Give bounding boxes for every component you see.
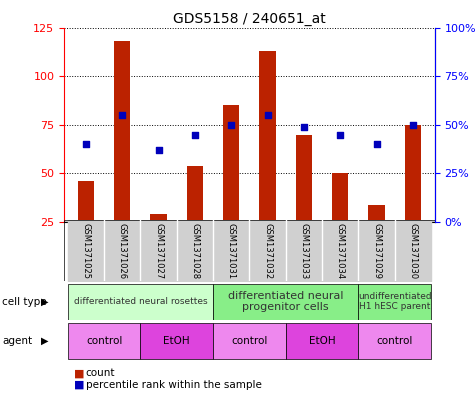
Text: undifferentiated
H1 hESC parent: undifferentiated H1 hESC parent: [358, 292, 431, 311]
Bar: [295, 134, 312, 222]
Text: GSM1371025: GSM1371025: [81, 223, 90, 279]
FancyBboxPatch shape: [213, 284, 358, 320]
Text: GSM1371031: GSM1371031: [227, 223, 236, 279]
Point: [373, 141, 380, 147]
Text: GSM1371029: GSM1371029: [372, 223, 381, 279]
FancyBboxPatch shape: [285, 323, 358, 359]
FancyBboxPatch shape: [358, 284, 431, 320]
Text: agent: agent: [2, 336, 32, 346]
Text: GSM1371032: GSM1371032: [263, 223, 272, 279]
Point: [155, 147, 162, 153]
Title: GDS5158 / 240651_at: GDS5158 / 240651_at: [173, 13, 326, 26]
Bar: [223, 105, 239, 222]
Text: control: control: [231, 336, 267, 346]
Point: [82, 141, 90, 147]
Text: EtOH: EtOH: [309, 336, 335, 346]
Text: GSM1371033: GSM1371033: [299, 223, 308, 279]
FancyBboxPatch shape: [68, 323, 141, 359]
Bar: [405, 125, 421, 222]
Bar: [114, 41, 131, 222]
Point: [264, 112, 271, 118]
Text: control: control: [377, 336, 413, 346]
Bar: [259, 51, 276, 222]
Text: ■: ■: [74, 380, 84, 390]
Bar: [151, 214, 167, 222]
Text: EtOH: EtOH: [163, 336, 190, 346]
Text: GSM1371028: GSM1371028: [190, 223, 200, 279]
Point: [336, 131, 344, 138]
Text: ■: ■: [74, 368, 84, 378]
Point: [191, 131, 199, 138]
Bar: [368, 204, 385, 222]
Bar: [78, 181, 94, 222]
Bar: [187, 165, 203, 222]
Text: differentiated neural rosettes: differentiated neural rosettes: [74, 297, 207, 306]
FancyBboxPatch shape: [213, 323, 285, 359]
Point: [228, 122, 235, 128]
Point: [409, 122, 417, 128]
Text: cell type: cell type: [2, 297, 47, 307]
Text: GSM1371027: GSM1371027: [154, 223, 163, 279]
Bar: [332, 173, 348, 222]
Text: GSM1371026: GSM1371026: [118, 223, 127, 279]
Text: GSM1371030: GSM1371030: [408, 223, 418, 279]
Text: control: control: [86, 336, 122, 346]
Text: differentiated neural
progenitor cells: differentiated neural progenitor cells: [228, 291, 343, 312]
Text: ▶: ▶: [41, 297, 49, 307]
Point: [118, 112, 126, 118]
FancyBboxPatch shape: [141, 323, 213, 359]
Point: [300, 123, 308, 130]
FancyBboxPatch shape: [358, 323, 431, 359]
Text: GSM1371034: GSM1371034: [336, 223, 345, 279]
Text: ▶: ▶: [41, 336, 49, 346]
Text: percentile rank within the sample: percentile rank within the sample: [86, 380, 261, 390]
FancyBboxPatch shape: [68, 284, 213, 320]
Text: count: count: [86, 368, 115, 378]
